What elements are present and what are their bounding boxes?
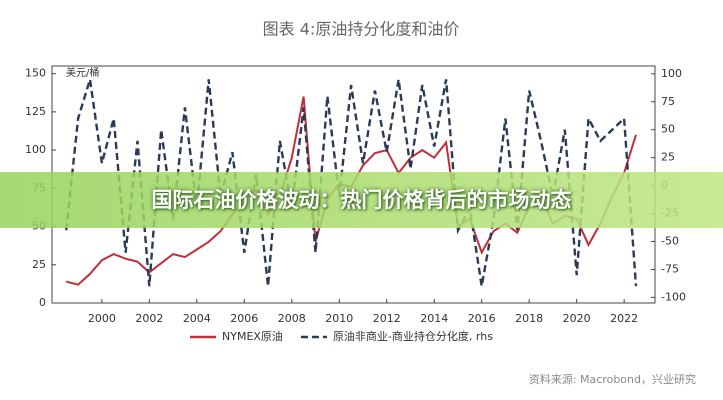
x-tick-label: 2000 [88,312,116,325]
x-tick-label: 2002 [135,312,163,325]
x-tick-label: 2012 [373,312,401,325]
x-tick-label: 2014 [420,312,448,325]
x-tick-label: 2008 [278,312,306,325]
legend-label: NYMEX原油 [222,329,283,343]
banner: 国际石油价格波动：热门价格背后的市场动态 [0,172,723,228]
y-tick-label: 0 [39,296,46,309]
chart-title: 图表 4:原油持分化度和油价 [263,20,460,39]
y-tick-label: 25 [32,258,46,271]
x-tick-label: 2020 [563,312,591,325]
x-tick-label: 2016 [468,312,496,325]
y2-tick-label: -50 [661,235,679,248]
y-tick-label: 125 [25,105,46,118]
series-line [65,79,638,287]
x-tick-label: 2010 [325,312,353,325]
x-tick-label: 2022 [610,312,638,325]
y2-tick-label: 25 [661,151,675,164]
y2-tick-label: -75 [661,262,679,275]
y2-tick-label: -100 [661,290,686,303]
x-tick-label: 2004 [183,312,211,325]
y2-tick-label: 75 [661,95,675,108]
y-axis-label: 美元/桶 [66,66,99,79]
y-tick-label: 150 [25,67,46,80]
x-tick-label: 2006 [230,312,258,325]
y-tick-label: 100 [25,143,46,156]
y2-tick-label: 100 [661,67,682,80]
x-tick-label: 2018 [515,312,543,325]
source: 资料来源: Macrobond，兴业研究 [529,372,696,386]
legend-label: 原油非商业-商业持仓分化度, rhs [333,329,493,343]
y2-tick-label: 50 [661,123,675,136]
